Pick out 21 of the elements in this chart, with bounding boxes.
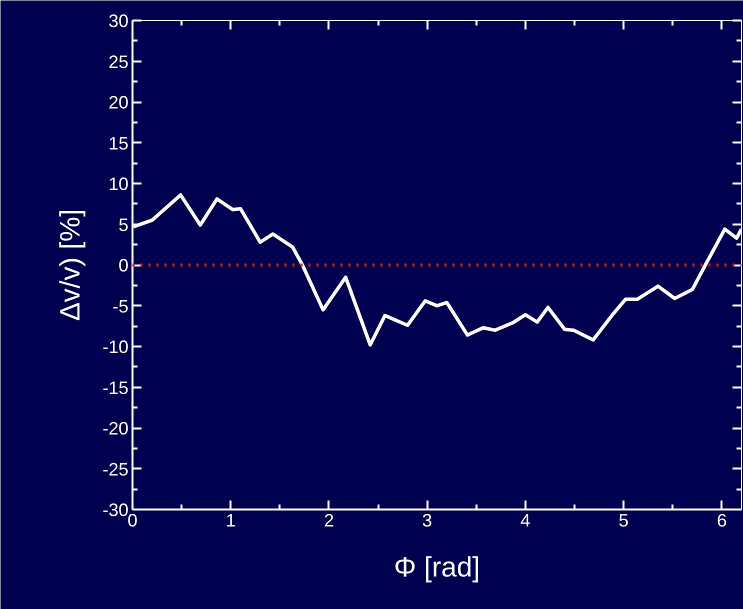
y-tick-label: 5 xyxy=(118,214,129,235)
y-tick-label: -20 xyxy=(102,418,128,438)
y-tick-label: -5 xyxy=(112,296,129,316)
x-tick-label: 4 xyxy=(520,510,530,530)
y-tick-label: 30 xyxy=(108,11,129,31)
x-tick-label: 3 xyxy=(422,510,432,530)
y-tick-label: 15 xyxy=(108,133,129,154)
x-tick-label: 2 xyxy=(324,510,334,530)
y-tick-label: 25 xyxy=(108,52,129,72)
y-tick-label: -25 xyxy=(102,459,128,480)
y-tick-label: -30 xyxy=(102,500,128,520)
x-tick-label: 5 xyxy=(618,510,629,530)
y-tick-label: 10 xyxy=(108,174,129,194)
x-tick-label: 6 xyxy=(716,510,727,530)
x-tick-label: 1 xyxy=(226,510,236,530)
y-tick-label: 20 xyxy=(108,92,129,112)
y-tick-label: -15 xyxy=(102,378,128,398)
y-tick-label: 0 xyxy=(118,256,129,276)
x-axis-title: Φ [rad] xyxy=(394,552,480,582)
y-tick-label: -10 xyxy=(102,337,128,357)
y-axis-title: Δv/v) [%] xyxy=(54,208,86,322)
